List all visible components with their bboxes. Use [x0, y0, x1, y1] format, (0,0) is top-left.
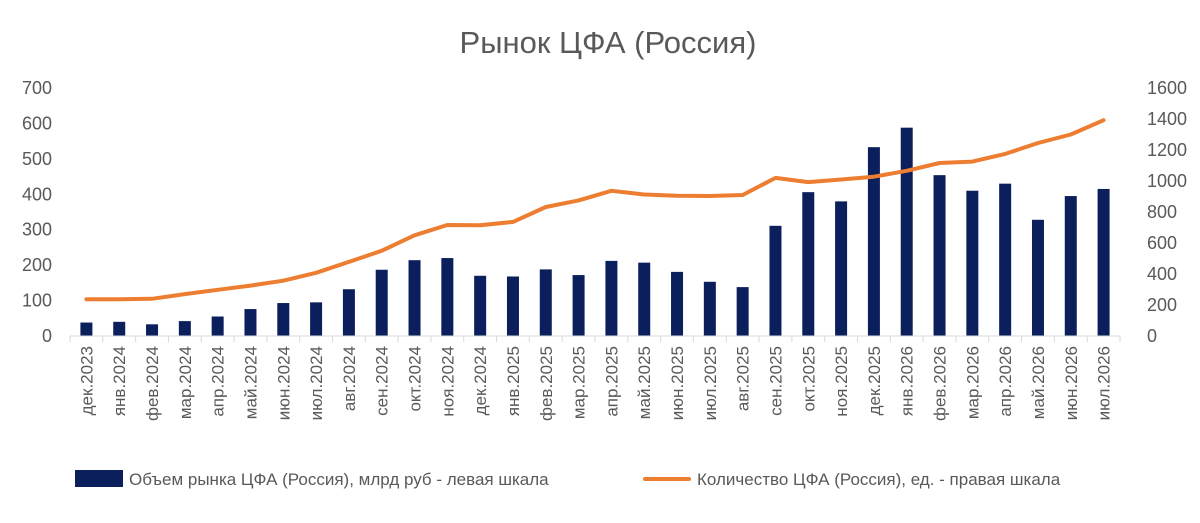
bar	[671, 271, 684, 336]
legend-line-label: Количество ЦФА (Россия), ед. - правая шк…	[697, 470, 1061, 489]
x-tick-label: авг.2024	[340, 346, 359, 411]
x-tick-label: сен.2025	[766, 346, 785, 416]
right-y-tick-label: 1000	[1147, 171, 1187, 191]
x-tick-label: фев.2024	[143, 346, 162, 421]
bar	[1097, 188, 1110, 336]
bar-series	[80, 127, 1110, 337]
x-tick-label: янв.2024	[110, 346, 129, 416]
bar	[441, 258, 454, 336]
left-y-tick-label: 100	[22, 291, 52, 311]
left-y-tick-label: 400	[22, 184, 52, 204]
x-tick-label: фев.2026	[931, 346, 950, 421]
legend-bar-swatch	[75, 470, 123, 487]
x-tick-label: май.2026	[1029, 346, 1048, 419]
bar	[178, 321, 191, 336]
legend: Объем рынка ЦФА (Россия), млрд руб - лев…	[75, 470, 1061, 489]
right-y-tick-label: 200	[1147, 295, 1177, 315]
x-tick-label: июл.2026	[1095, 346, 1114, 420]
x-tick-label: ноя.2025	[832, 346, 851, 417]
bar	[835, 201, 848, 336]
x-tick-label: мар.2026	[963, 346, 982, 419]
x-tick-label: окт.2024	[406, 346, 425, 412]
bar	[605, 260, 618, 336]
bar	[80, 322, 93, 336]
x-axis-ticks: дек.2023 янв.2024 фев.2024 мар.2024 апр.2024…	[69, 336, 1121, 421]
right-y-tick-label: 1400	[1147, 109, 1187, 129]
x-tick-label: апр.2026	[996, 346, 1015, 417]
bar	[506, 276, 519, 336]
bar	[1031, 219, 1044, 336]
x-tick-label: дек.2023	[77, 346, 96, 415]
bar	[572, 275, 585, 336]
bar	[1064, 196, 1077, 336]
right-y-tick-label: 1600	[1147, 78, 1187, 98]
chart-title: Рынок ЦФА (Россия)	[460, 25, 757, 60]
x-tick-label: авг.2025	[734, 346, 753, 411]
x-tick-label: июн.2025	[668, 346, 687, 420]
bar	[736, 287, 749, 336]
bar	[277, 303, 290, 336]
left-y-tick-label: 200	[22, 255, 52, 275]
right-y-tick-label: 0	[1147, 326, 1157, 346]
bar	[769, 225, 782, 336]
x-tick-label: апр.2024	[209, 346, 228, 417]
left-y-tick-label: 300	[22, 220, 52, 240]
x-tick-label: май.2025	[635, 346, 654, 419]
x-tick-label: июл.2025	[701, 346, 720, 420]
left-y-tick-label: 600	[22, 113, 52, 133]
right-y-tick-label: 1200	[1147, 140, 1187, 160]
x-tick-label: дек.2024	[471, 346, 490, 415]
bar	[966, 190, 979, 336]
x-tick-label: апр.2025	[602, 346, 621, 417]
bar	[408, 260, 421, 336]
x-tick-label: ноя.2024	[438, 346, 457, 417]
bar	[867, 147, 880, 336]
right-y-tick-label: 600	[1147, 233, 1177, 253]
bar	[146, 324, 159, 336]
x-tick-label: июн.2024	[274, 346, 293, 420]
legend-bar-label: Объем рынка ЦФА (Россия), млрд руб - лев…	[129, 470, 549, 489]
bar	[703, 281, 716, 336]
left-y-axis: 0 100 200 300 400 500 600 700	[22, 78, 52, 346]
left-y-tick-label: 500	[22, 149, 52, 169]
bar	[244, 309, 257, 336]
x-tick-label: мар.2025	[570, 346, 589, 419]
bar	[113, 321, 126, 336]
bar	[474, 275, 487, 336]
x-tick-label: июн.2026	[1062, 346, 1081, 420]
bar	[375, 269, 388, 336]
x-tick-label: мар.2024	[176, 346, 195, 419]
left-y-tick-label: 700	[22, 78, 52, 98]
bar	[638, 262, 651, 336]
x-tick-label: май.2024	[241, 346, 260, 419]
line-series	[84, 118, 1106, 302]
bar	[933, 175, 946, 336]
x-tick-label: окт.2025	[799, 346, 818, 412]
x-tick-label: фев.2025	[537, 346, 556, 421]
x-tick-label: дек.2025	[865, 346, 884, 415]
left-y-tick-label: 0	[42, 326, 52, 346]
right-y-axis: 0 200 400 600 800 1000 1200 1400 1600	[1147, 78, 1187, 346]
x-tick-label: сен.2024	[373, 346, 392, 416]
bar	[999, 183, 1012, 336]
right-y-tick-label: 800	[1147, 202, 1177, 222]
right-y-tick-label: 400	[1147, 264, 1177, 284]
bar	[342, 289, 355, 336]
bar	[211, 316, 224, 336]
bar	[900, 127, 913, 337]
x-tick-label: янв.2025	[504, 346, 523, 416]
bar	[539, 269, 552, 336]
x-tick-label: янв.2026	[898, 346, 917, 416]
bar	[310, 302, 323, 336]
bar	[802, 192, 815, 336]
x-tick-label: июл.2024	[307, 346, 326, 420]
